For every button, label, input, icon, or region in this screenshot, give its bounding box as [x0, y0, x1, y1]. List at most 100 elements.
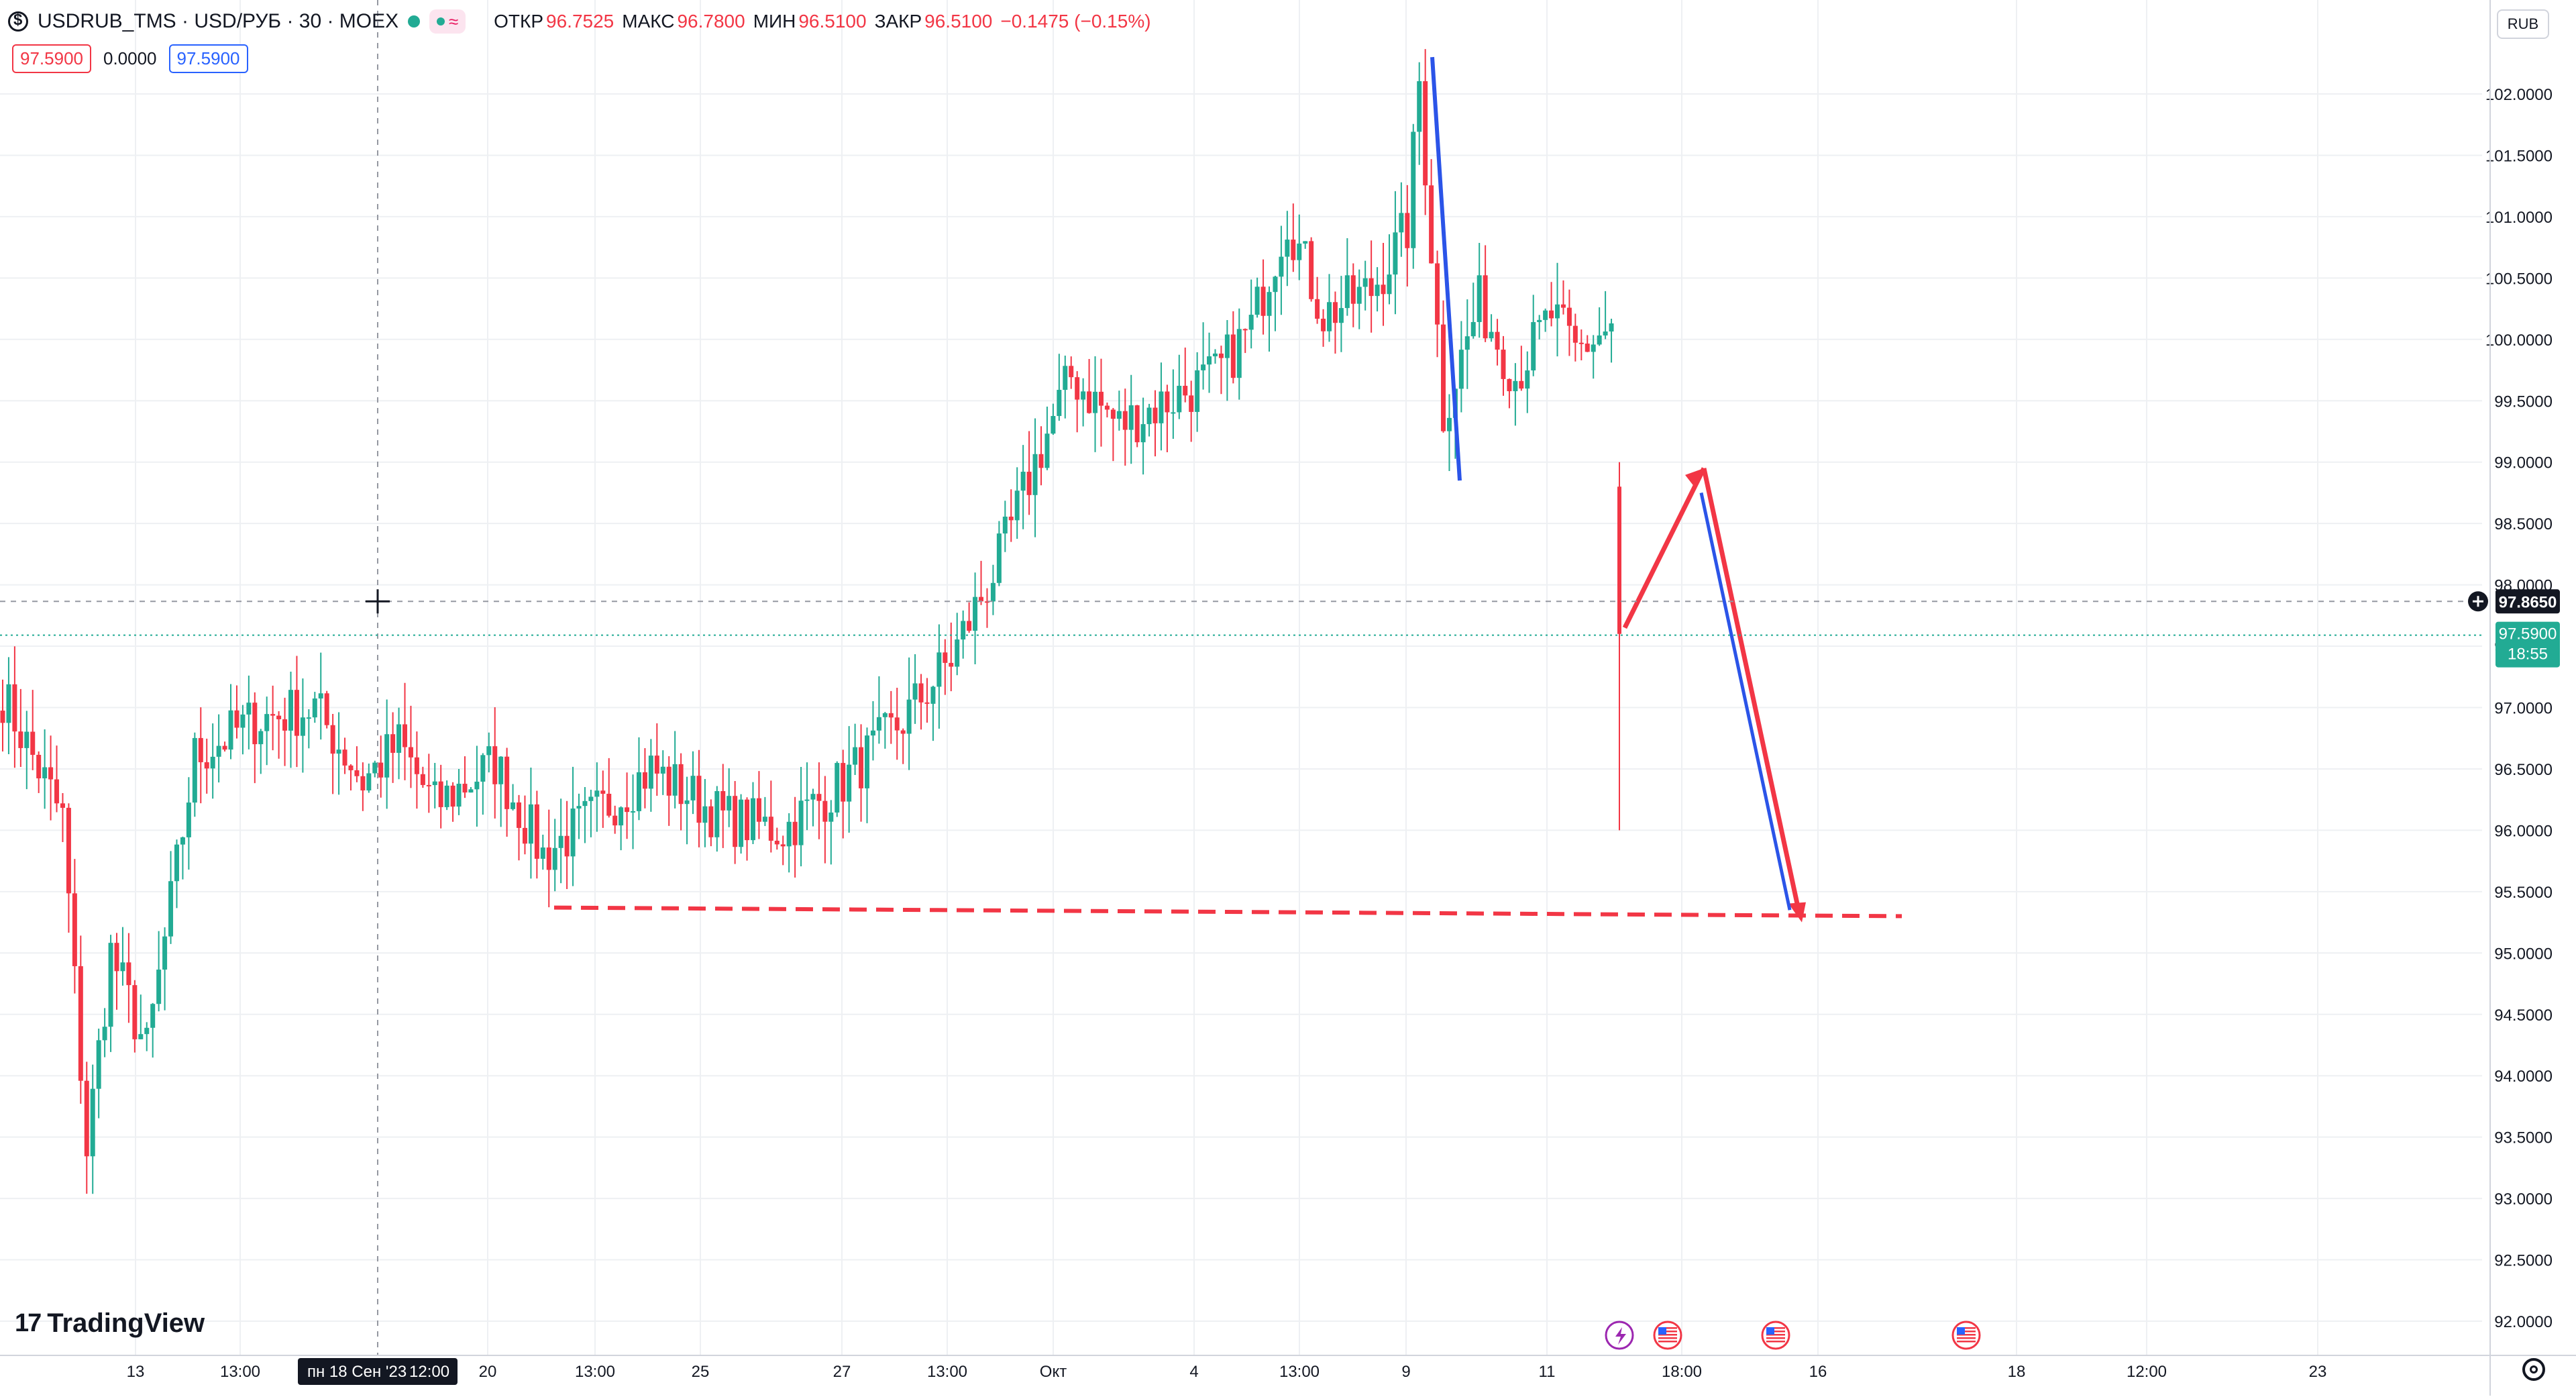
candle-body — [456, 784, 462, 807]
flag-canton — [1658, 1327, 1666, 1335]
y-tick-label: 94.0000 — [2494, 1068, 2553, 1086]
candle-body — [648, 756, 653, 789]
candle-body — [804, 799, 810, 801]
candle-body — [1405, 213, 1410, 248]
user-drawings[interactable] — [553, 56, 1902, 923]
gear-icon[interactable] — [2522, 1358, 2545, 1381]
candle-body — [750, 798, 755, 841]
candlestick-series — [0, 49, 1621, 1194]
y-tick-label: 99.5000 — [2494, 393, 2553, 411]
candle-body — [810, 794, 816, 800]
candle-body — [1507, 378, 1512, 392]
candle-body — [672, 764, 678, 796]
currency-button[interactable]: RUB — [2497, 9, 2549, 39]
flag-stripe — [1957, 1337, 1976, 1339]
flag-stripe — [1658, 1327, 1677, 1329]
y-tick-label: 93.0000 — [2494, 1190, 2553, 1208]
candle-body — [1183, 385, 1188, 396]
candle-body — [1279, 256, 1284, 277]
spread-value: 0.0000 — [103, 48, 157, 68]
y-tick-label: 100.5000 — [2485, 270, 2553, 288]
candle-body — [762, 817, 767, 822]
candle-body — [1381, 284, 1386, 295]
candle-body — [1171, 412, 1176, 414]
candle-body — [912, 683, 918, 700]
candle-body — [588, 796, 594, 801]
candle-body — [517, 802, 522, 828]
red-arrow-up-head — [1685, 468, 1704, 487]
candle-body — [870, 730, 875, 736]
candle-body — [1458, 350, 1464, 389]
candle-body — [96, 1040, 101, 1089]
crosshair-date-label: пн 18 Сен '23 — [307, 1363, 407, 1381]
candle-body — [696, 776, 702, 823]
candle-body — [60, 803, 65, 808]
candle-body — [1315, 299, 1320, 319]
candle-body — [138, 1034, 144, 1039]
y-tick-label: 96.0000 — [2494, 822, 2553, 840]
candle-body — [1218, 353, 1224, 358]
candle-body — [492, 746, 498, 784]
buy-price-badge[interactable]: 97.5900 — [168, 44, 248, 73]
candle-body — [498, 756, 504, 784]
tradingview-logo[interactable]: 17 TradingView — [15, 1308, 205, 1339]
y-tick-label: 102.0000 — [2485, 86, 2553, 104]
x-tick-label: Окт — [1040, 1363, 1067, 1381]
candle-body — [1201, 364, 1206, 370]
candle-body — [1110, 409, 1116, 419]
candle-body — [853, 747, 858, 765]
candle-body — [312, 698, 317, 718]
flag-stripe — [1766, 1337, 1785, 1339]
candle-body — [894, 717, 900, 731]
flag-stripe — [1658, 1331, 1677, 1333]
candle-body — [1032, 454, 1038, 495]
candle-body — [1075, 377, 1080, 400]
flag-canton — [1766, 1327, 1774, 1335]
candle-body — [1555, 304, 1560, 319]
candle-body — [955, 639, 960, 667]
flag-stripe — [1957, 1327, 1976, 1329]
candle-body — [162, 936, 168, 970]
candle-body — [1566, 307, 1572, 326]
status-dot-icon — [437, 17, 445, 25]
flag-stripe — [1766, 1327, 1785, 1329]
x-tick-label: 16 — [1809, 1363, 1827, 1381]
candle-body — [1489, 331, 1494, 339]
y-tick-label: 97.0000 — [2494, 700, 2553, 718]
candle-body — [294, 690, 299, 736]
candle-body — [486, 746, 492, 756]
x-tick-label: 13:00 — [220, 1363, 260, 1381]
flag-stripe — [1658, 1337, 1677, 1339]
candle-body — [835, 763, 840, 813]
candle-body — [90, 1088, 95, 1157]
candle-body — [1165, 391, 1170, 413]
candle-body — [522, 827, 527, 844]
candle-body — [1020, 472, 1026, 491]
candle-body — [42, 767, 48, 778]
y-tick-label: 101.5000 — [2485, 147, 2553, 165]
candle-body — [384, 734, 390, 778]
candle-body — [1375, 284, 1380, 297]
candle-body — [372, 762, 378, 774]
candle-body — [619, 807, 624, 826]
candle-body — [1531, 322, 1536, 371]
event-markers[interactable] — [1605, 1320, 1981, 1350]
last-price-label: 97.5900 — [2499, 625, 2557, 643]
last-candle-body — [1617, 486, 1621, 634]
candle-body — [1321, 318, 1326, 331]
candle-body — [72, 893, 77, 966]
x-tick-label: 12:00 — [2127, 1363, 2167, 1381]
candle-body — [1057, 390, 1062, 416]
sell-price-badge[interactable]: 97.5900 — [12, 44, 91, 73]
candle-body — [996, 533, 1002, 583]
data-mode-pill[interactable]: ≈ — [429, 9, 466, 34]
candle-body — [216, 745, 221, 757]
symbol-title[interactable]: USDRUB_TMS · USD/РУБ · 30 · MOEX — [38, 10, 399, 32]
y-tick-label: 96.5000 — [2494, 761, 2553, 779]
candle-body — [888, 713, 894, 718]
crosshair-price-box — [2496, 589, 2560, 614]
candle-body — [336, 749, 341, 754]
candle-body — [330, 725, 335, 754]
